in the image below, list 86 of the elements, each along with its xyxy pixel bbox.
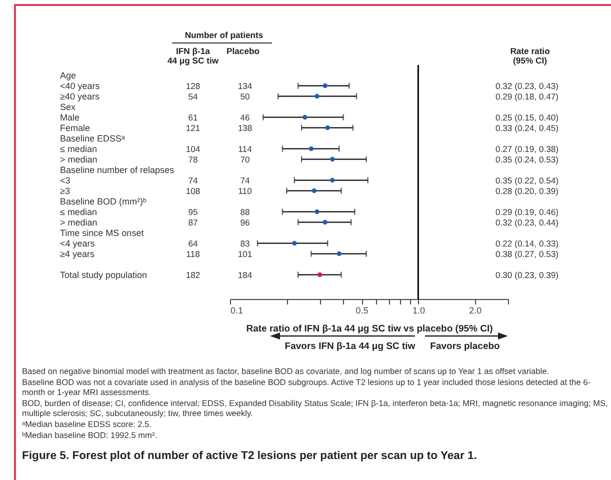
data-label: 0.30 (0.23, 0.39) <box>495 270 559 280</box>
annotation: 114 <box>238 144 252 154</box>
x-tick-label: 2.0 <box>469 306 482 316</box>
y-tick-label: Age <box>60 70 76 80</box>
annotation: 138 <box>238 122 252 133</box>
text: BOD, burden of disease; CI, confidence interval; EDSS, Expanded Disability Status Scale; IFN β-1a, interferon beta-1a; MRI, magnetic resonance imaging; MS, multiple sclerosis; SC, subcutaneously; tiw, three times weekly. <box>22 398 608 419</box>
point <box>322 83 328 88</box>
annotation: 96 <box>240 217 250 228</box>
point <box>312 188 316 194</box>
annotation: 46 <box>240 112 250 122</box>
y-tick-label: ≥4 years <box>60 248 95 259</box>
text: Figure 5. Forest plot of number of active T2 lesions per patient per scan up to Year 1. <box>22 450 478 462</box>
data-label: 0.22 (0.14, 0.33) <box>495 238 559 248</box>
text: 74 <box>188 175 198 186</box>
y-tick-label: <3 <box>60 175 70 186</box>
y-tick-label: ≤ median <box>60 144 97 154</box>
point <box>308 146 314 152</box>
annotation: 70 <box>240 154 250 164</box>
text: 87 <box>188 217 198 228</box>
data-label: 0.28 (0.20, 0.39) <box>495 186 559 196</box>
y-tick-label: ≤ median <box>60 206 97 217</box>
data-label: 0.27 (0.19, 0.38) <box>495 144 559 154</box>
text: Favors IFN β-1a 44 μg SC tiw <box>284 341 416 352</box>
data-label: 0.25 (0.15, 0.40) <box>495 112 559 122</box>
data-label: 0.32 (0.23, 0.44) <box>495 217 559 228</box>
text: Placebo <box>226 46 260 56</box>
text: ᵇMedian baseline BOD: 1992.5 mm². <box>22 430 158 440</box>
data-label: 0.29 (0.19, 0.46) <box>495 206 559 217</box>
data-label: 0.33 (0.24, 0.45) <box>495 122 559 133</box>
point <box>330 178 335 183</box>
y-tick-label: Male <box>60 112 80 122</box>
point <box>317 272 322 278</box>
data-label: 0.35 (0.22, 0.54) <box>495 175 559 186</box>
x-tick-label: 1.0 <box>412 306 425 316</box>
point <box>330 156 335 162</box>
y-tick-label: Female <box>60 122 90 133</box>
text: 121 <box>186 122 200 133</box>
x-tick-label: 0.5 <box>356 306 368 316</box>
text: 182 <box>186 270 200 280</box>
annotation: 134 <box>238 80 252 91</box>
annotation: 184 <box>238 270 252 280</box>
annotation: 74 <box>240 175 250 186</box>
text: 54 <box>188 91 198 102</box>
text: 128 <box>186 80 200 91</box>
text: 118 <box>186 248 200 259</box>
y-tick-label: > median <box>60 154 98 164</box>
x-axis-title: Rate ratio of IFN β-1a 44 μg SC tiw vs placebo (95% CI) <box>246 324 493 334</box>
annotation: 101 <box>238 248 252 259</box>
y-tick-label: <4 years <box>60 238 96 248</box>
point <box>314 209 320 214</box>
data-label: 0.32 (0.23, 0.43) <box>495 80 559 91</box>
y-tick-label: Baseline BOD (mm²)ᵇ <box>60 196 148 206</box>
y-tick-label: ≥3 <box>60 186 70 196</box>
annotation: 50 <box>240 91 250 102</box>
text: 108 <box>186 186 200 196</box>
text: 61 <box>188 112 198 122</box>
point <box>322 220 328 225</box>
y-tick-label: Baseline EDSSᵃ <box>60 133 126 144</box>
text: 64 <box>188 238 198 248</box>
annotation: 110 <box>238 186 252 196</box>
point <box>314 94 320 99</box>
text: 104 <box>186 144 200 154</box>
x-tick-label: 0.1 <box>230 306 244 316</box>
point <box>302 114 308 120</box>
text: ᵃMedian baseline EDSS score: 2.5. <box>22 418 152 430</box>
data-label: 0.29 (0.18, 0.47) <box>495 91 559 102</box>
y-tick-label: Total study population <box>60 270 148 280</box>
y-tick-label: > median <box>60 217 98 228</box>
y-tick-label: ≥40 years <box>60 91 100 102</box>
text: IFN β-1a 44 μg SC tiw <box>167 46 219 66</box>
text: Favors placebo <box>430 341 500 352</box>
text: Number of patients <box>184 30 264 40</box>
annotation: 83 <box>240 238 250 248</box>
y-tick-label: <40 years <box>60 80 100 91</box>
point <box>325 125 330 130</box>
text: 95 <box>188 206 198 217</box>
y-tick-label: Sex <box>60 102 76 112</box>
text: 78 <box>188 154 198 164</box>
y-tick-label: Time since MS onset <box>60 228 144 238</box>
annotation: 88 <box>240 206 250 217</box>
text: Baseline BOD was not a covariate used in analysis of the baseline BOD subgroups. Active T2 lesions up to 1 year included those lesions detected at the 6-month or 1-year MRI assessments. <box>22 376 592 398</box>
text: Based on negative binomial model with treatment as factor, baseline BOD as covariate, and log number of scans up to Year 1 as offset variable. <box>22 366 550 377</box>
data-label: 0.35 (0.24, 0.53) <box>495 154 559 164</box>
text: Rate ratio (95% CI) <box>510 46 550 66</box>
data-label: 0.38 (0.27, 0.53) <box>495 248 559 259</box>
y-tick-label: Baseline number of relapses <box>60 164 175 175</box>
